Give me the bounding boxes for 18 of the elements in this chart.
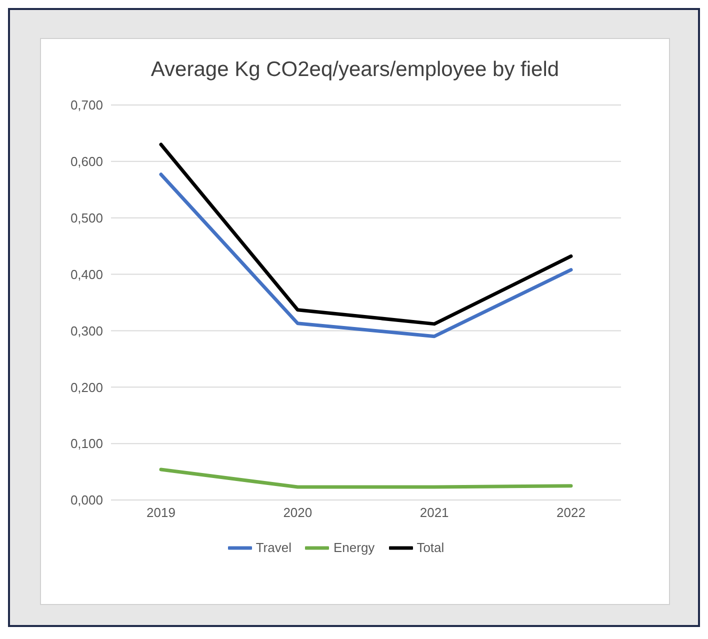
x-tick-label: 2022 <box>556 505 586 520</box>
x-tick-label: 2019 <box>146 505 176 520</box>
x-tick-label: 2020 <box>283 505 312 520</box>
y-tick-label: 0,300 <box>70 323 103 338</box>
y-tick-label: 0,500 <box>70 210 103 226</box>
legend-label: Energy <box>332 540 375 555</box>
x-tick-label: 2021 <box>420 505 449 520</box>
chart-title: Average Kg CO2eq/years/employee by field <box>150 57 560 83</box>
y-tick-label: 0,400 <box>70 266 103 282</box>
legend-label: Total <box>416 540 444 555</box>
y-tick-label: 0,100 <box>70 436 103 452</box>
y-tick-label: 0,700 <box>70 98 103 113</box>
legend-label: Travel <box>254 540 292 555</box>
y-tick-label: 0,000 <box>70 492 103 508</box>
line-series <box>159 142 573 326</box>
y-tick-label: 0,200 <box>70 380 103 395</box>
line-series <box>159 172 573 338</box>
y-tick-label: 0,600 <box>70 154 103 170</box>
